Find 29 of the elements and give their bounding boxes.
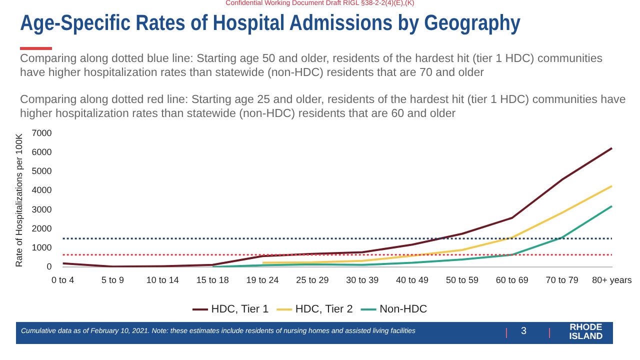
chart-title: Age-Specific Rates of Hospital Admissions by Geography [20,10,521,36]
y-tick-label: 7000 [32,128,52,138]
y-tick-label: 4000 [32,185,52,196]
y-tick-label: 2000 [32,223,52,234]
y-axis-title: Rate of Hospitalizations per 100K [14,134,24,268]
text: 3 [521,326,527,337]
legend-label: HDC, Tier 1 [211,304,269,316]
x-tick-label: 10 to 14 [146,275,179,286]
x-tick-label: 50 to 59 [446,275,478,286]
x-tick-label: 0 to 4 [52,275,74,286]
x-tick-label: 25 to 29 [296,275,329,286]
legend-label: Non-HDC [380,304,428,316]
x-tick-label: 19 to 24 [246,275,279,286]
x-tick-label: 15 to 18 [196,275,229,286]
y-tick-label: 1000 [32,242,52,253]
x-tick-label: 30 to 39 [346,275,379,286]
x-tick-label: 5 to 9 [101,275,124,286]
text: Comparing along dotted blue line: Starting age 50 and older, residents of the hardest hit (tier 1 HDC) communities have higher hospitalization rates than statewide (non-HDC) residents that are 70 and older [20,52,604,80]
text: RHODE ISLAND [568,322,604,341]
x-tick-label: 60 to 69 [496,275,528,286]
x-tick-label: 40 to 49 [396,275,429,286]
x-tick-label: 80+ years [592,275,632,286]
text: Comparing along dotted red line: Starting age 25 and older, residents of the hardest hit (tier 1 HDC) communities have higher hospitalization rates than statewide (non-HDC) residents that are 60 and older [20,93,627,121]
y-tick-label: 3000 [32,204,52,214]
legend-label: HDC, Tier 2 [295,304,353,316]
y-tick-label: 0 [46,262,52,272]
y-tick-label: 6000 [32,147,52,157]
x-tick-label: 70 to 79 [546,275,578,286]
y-tick-label: 5000 [32,166,52,176]
